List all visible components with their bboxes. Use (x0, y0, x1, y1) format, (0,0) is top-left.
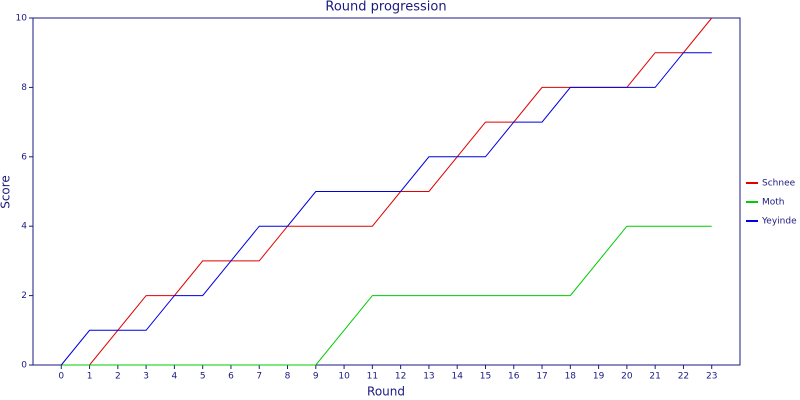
x-tick-label: 0 (58, 372, 64, 382)
x-tick-label: 8 (285, 372, 291, 382)
chart-title: Round progression (325, 0, 446, 15)
x-tick-label: 22 (678, 372, 689, 382)
x-tick-label: 18 (565, 372, 577, 382)
x-tick-label: 17 (536, 372, 547, 382)
legend-label: Schnee (762, 179, 796, 189)
x-tick-label: 10 (338, 372, 350, 382)
x-tick-label: 3 (143, 372, 149, 382)
y-tick-label: 0 (21, 361, 27, 371)
y-tick-label: 6 (21, 152, 27, 162)
x-tick-label: 23 (706, 372, 717, 382)
x-tick-label: 5 (200, 372, 206, 382)
y-tick-label: 4 (21, 222, 27, 232)
x-axis-label: Round (367, 385, 405, 399)
y-tick-label: 8 (21, 83, 27, 93)
x-tick-label: 7 (256, 372, 262, 382)
x-tick-label: 14 (451, 372, 463, 382)
plot-frame (32, 17, 741, 366)
y-tick-label: 2 (21, 291, 27, 301)
y-axis-label: Score (0, 175, 13, 209)
x-tick-label: 1 (87, 372, 93, 382)
x-tick-label: 12 (395, 372, 406, 382)
x-tick-label: 11 (367, 372, 378, 382)
series-line (61, 225, 712, 366)
legend-label: Yeyinde (761, 217, 797, 227)
x-tick-label: 21 (649, 372, 660, 382)
series-line (60, 52, 712, 366)
x-tick-label: 9 (313, 372, 319, 382)
x-tick-label: 15 (480, 372, 491, 382)
legend-label: Moth (762, 198, 785, 208)
x-tick-label: 4 (172, 372, 178, 382)
y-tick-label: 10 (16, 14, 28, 24)
x-tick-label: 6 (228, 372, 234, 382)
x-tick-label: 19 (593, 372, 605, 382)
x-tick-label: 2 (115, 372, 121, 382)
x-tick-label: 16 (508, 372, 520, 382)
x-tick-label: 13 (423, 372, 434, 382)
x-tick-label: 20 (621, 372, 633, 382)
